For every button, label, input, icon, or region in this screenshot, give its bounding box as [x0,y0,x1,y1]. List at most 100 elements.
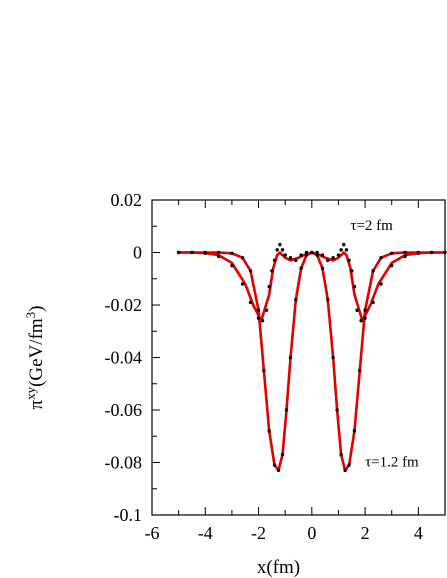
series-point [299,266,303,270]
y-tick-label: -0.06 [105,400,143,420]
series-point [343,468,347,473]
series-point [262,368,266,373]
y-tick-label: -0.08 [105,453,143,473]
series-point [280,248,285,252]
series-point [363,308,367,312]
series-point [359,319,363,323]
series-point [272,258,277,263]
series-point [256,308,261,312]
series-point [216,254,221,259]
series-point [288,355,293,360]
series-point [390,251,394,255]
series-point [176,250,181,255]
series-point [320,266,325,270]
series-point [320,253,325,257]
series-point [294,298,298,302]
series-line [177,251,447,472]
series-point [267,429,271,433]
series-point [270,269,274,273]
series-point [336,253,341,257]
series-point [240,256,245,260]
series-point [283,253,287,257]
series-point [304,253,309,257]
series-point [288,256,293,260]
series-point [347,463,351,467]
series-point [272,463,277,467]
y-axis-label-sup: xy [23,386,38,400]
series-point [230,251,234,255]
x-tick-label: 2 [361,523,370,543]
plot-frame [151,199,446,516]
x-tick-label: -2 [251,523,266,543]
series-point [216,250,221,255]
series-point [355,308,359,312]
series-point [260,319,265,323]
series-point [248,300,253,305]
series-point [294,258,298,263]
series-point [335,408,339,412]
annotation-tau-2: τ=2 fm [350,218,393,234]
series-point [352,284,357,289]
series-point [379,282,383,286]
y-tick-label: -0.1 [114,505,143,525]
y-tick-labels: 0.02 0 -0.02 -0.04 -0.06 -0.08 -0.1 [105,190,143,525]
series-point [299,253,303,257]
series-point [284,408,289,412]
series-point [248,269,253,273]
y-axis-label-pi: π [26,400,47,410]
y-axis-label-units: (GeV/fm [26,318,47,387]
y-tick-label: -0.02 [105,295,143,315]
series-point [416,250,421,255]
series-point [363,316,367,320]
series-point [379,256,383,260]
x-tick-label: 4 [414,523,423,543]
series-point [275,248,279,252]
annotation-tau-1-2: τ=1.2 fm [365,454,419,470]
series-point [331,355,335,360]
series-point [230,263,234,268]
series-point [429,250,434,255]
series-point [403,250,407,255]
series-point [339,248,343,252]
series-point [203,250,207,255]
y-axis-label-cube: 3 [23,312,38,319]
series-point [331,256,335,260]
series-point [278,242,282,247]
y-tick-label: -0.04 [105,348,143,368]
series-point [344,248,349,252]
series-point [342,242,346,247]
series-point [326,258,330,263]
y-tick-label: 0.02 [111,190,143,210]
series-point [371,300,375,305]
series-point [304,250,309,255]
series-point [371,269,375,273]
series-point [347,258,351,263]
series-point [256,316,261,320]
x-tick-label: 0 [307,523,316,543]
series-point [267,284,271,289]
series-point [310,250,314,255]
x-tick-label: -6 [145,523,160,543]
x-tick-labels: -6 -4 -2 0 2 4 [145,523,423,543]
series-point [326,298,330,302]
series-point [339,452,343,457]
series-group [176,242,447,473]
series-point [315,253,319,257]
series-point [350,269,354,273]
x-axis-label: x(fm) [257,557,300,578]
series-point [240,282,245,286]
y-tick-label: 0 [133,243,142,263]
y-axis-label: πxy(GeV/fm3) [23,305,47,409]
series-point [190,250,194,255]
y-axis-label-close: ) [26,305,47,311]
series-point [276,468,281,473]
series-point [264,308,269,312]
x-tick-label: -4 [198,523,213,543]
series-line [177,251,447,323]
series-point [315,250,319,255]
series-point [390,263,394,268]
series-point [403,254,407,259]
series-point [280,452,285,457]
series-point [352,429,357,433]
